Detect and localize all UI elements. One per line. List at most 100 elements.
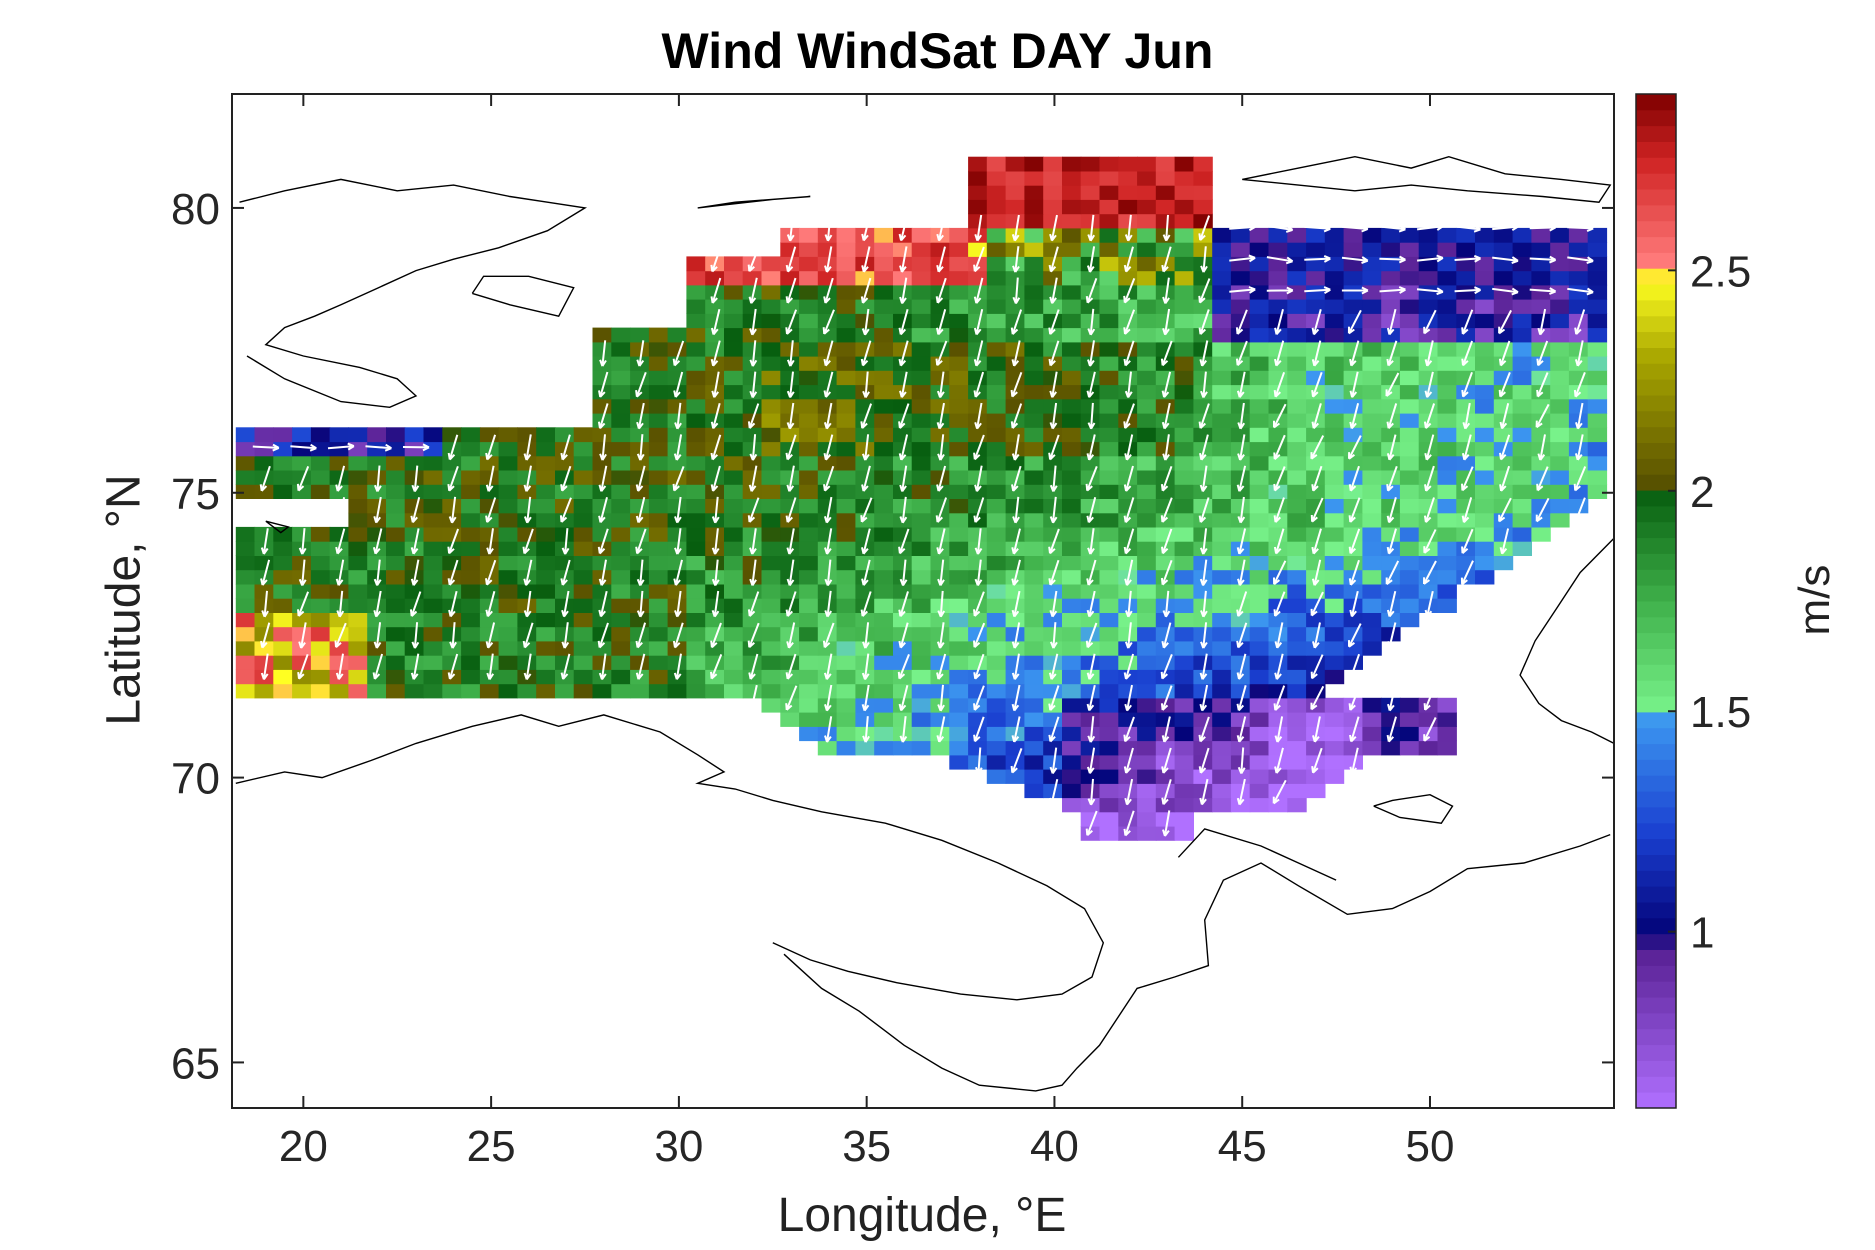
heatmap-cell (498, 640, 518, 656)
heatmap-cell (1005, 170, 1025, 186)
heatmap-cell (949, 683, 969, 699)
heatmap-cell (1080, 640, 1101, 656)
heatmap-cell (836, 626, 856, 642)
heatmap-cell (1155, 185, 1176, 200)
heatmap-cell (1155, 242, 1176, 257)
heatmap-cell (1062, 569, 1082, 585)
heatmap-cell (780, 313, 800, 329)
heatmap-cell (1193, 712, 1213, 727)
wind-arrow (1386, 308, 1397, 336)
wind-arrow (598, 653, 607, 680)
heatmap-cell (348, 441, 368, 457)
heatmap-cell (1268, 227, 1288, 243)
wind-arrow (1124, 214, 1133, 242)
wind-arrow (1237, 402, 1246, 430)
colorbar-segment (1636, 1012, 1676, 1030)
heatmap-cell (1137, 199, 1157, 215)
heatmap-cell (611, 341, 631, 357)
heatmap-cell (1324, 626, 1345, 642)
heatmap-cell (442, 598, 462, 613)
heatmap-cell (911, 655, 932, 670)
wind-arrow (973, 246, 985, 273)
wind-arrow (1200, 371, 1208, 399)
heatmap-cell (536, 669, 556, 685)
wind-arrow (1048, 309, 1060, 335)
heatmap-cell (1099, 583, 1119, 599)
heatmap-cell (1043, 754, 1063, 770)
heatmap-cell (1512, 441, 1532, 457)
heatmap-cell (461, 484, 481, 499)
wind-arrow (973, 434, 985, 461)
heatmap-cell (1531, 526, 1551, 542)
heatmap-cell (1287, 583, 1307, 599)
heatmap-cell (1306, 683, 1326, 699)
heatmap-cell (930, 327, 950, 343)
heatmap-cell (1230, 470, 1251, 485)
heatmap-cell (1212, 227, 1232, 243)
heatmap-cell (1587, 370, 1608, 386)
heatmap-cell (1399, 356, 1420, 371)
heatmap-cell (911, 242, 932, 257)
heatmap-cell (386, 555, 406, 571)
heatmap-cell (1212, 526, 1232, 542)
heatmap-cell (536, 612, 556, 628)
colorbar-segment (1636, 585, 1676, 602)
heatmap-cell (235, 455, 256, 471)
heatmap-cell (761, 441, 781, 457)
heatmap-cell (1568, 470, 1589, 485)
heatmap-cell (235, 555, 256, 571)
heatmap-cell (592, 370, 612, 386)
wind-arrow (297, 591, 310, 617)
heatmap-cell (761, 583, 781, 599)
heatmap-cell (968, 712, 988, 727)
heatmap-cell (1024, 498, 1044, 514)
wind-arrow (898, 434, 909, 461)
coastline-kvitoya (697, 195, 811, 209)
heatmap-cell (1249, 299, 1270, 314)
heatmap-cell (555, 441, 575, 457)
heatmap-cell (1362, 612, 1382, 628)
heatmap-cell (611, 384, 631, 400)
heatmap-cell (1099, 640, 1119, 656)
heatmap-cell (836, 256, 856, 272)
heatmap-cell (968, 156, 988, 172)
heatmap-cell (761, 655, 781, 670)
heatmap-cell (1193, 640, 1213, 656)
heatmap-cell (1418, 341, 1439, 357)
heatmap-cell (799, 498, 819, 514)
heatmap-cell (949, 370, 969, 386)
heatmap-cell (1287, 455, 1307, 471)
heatmap-cell (1324, 541, 1345, 556)
heatmap-cell (667, 683, 687, 699)
heatmap-cell (423, 583, 443, 599)
wind-arrow (786, 559, 795, 586)
heatmap-cell (1062, 754, 1082, 770)
heatmap-cell (329, 555, 349, 571)
heatmap-cell (235, 484, 256, 499)
heatmap-cell (1512, 427, 1532, 443)
heatmap-cell (1174, 512, 1194, 528)
heatmap-cell (874, 341, 894, 357)
heatmap-cell (911, 484, 932, 499)
wind-arrow (785, 591, 797, 617)
heatmap-cell (1493, 370, 1514, 386)
heatmap-cell (1005, 242, 1025, 257)
heatmap-cell (1155, 712, 1176, 727)
heatmap-cell (498, 541, 518, 556)
heatmap-cell (855, 740, 875, 756)
heatmap-cell (1587, 455, 1608, 471)
wind-arrow (672, 340, 685, 367)
heatmap-cell (1062, 213, 1082, 229)
heatmap-cell (1512, 341, 1532, 357)
heatmap-cell (1362, 299, 1382, 314)
heatmap-cell (1193, 185, 1213, 200)
heatmap-cell (630, 341, 650, 357)
heatmap-cell (874, 470, 894, 485)
heatmap-cell (686, 270, 706, 286)
heatmap-cell (1193, 213, 1213, 229)
wind-arrow (1236, 685, 1247, 712)
heatmap-cell (1268, 284, 1288, 300)
heatmap-cell (705, 313, 725, 329)
heatmap-cell (686, 655, 706, 670)
heatmap-cell (799, 669, 819, 685)
